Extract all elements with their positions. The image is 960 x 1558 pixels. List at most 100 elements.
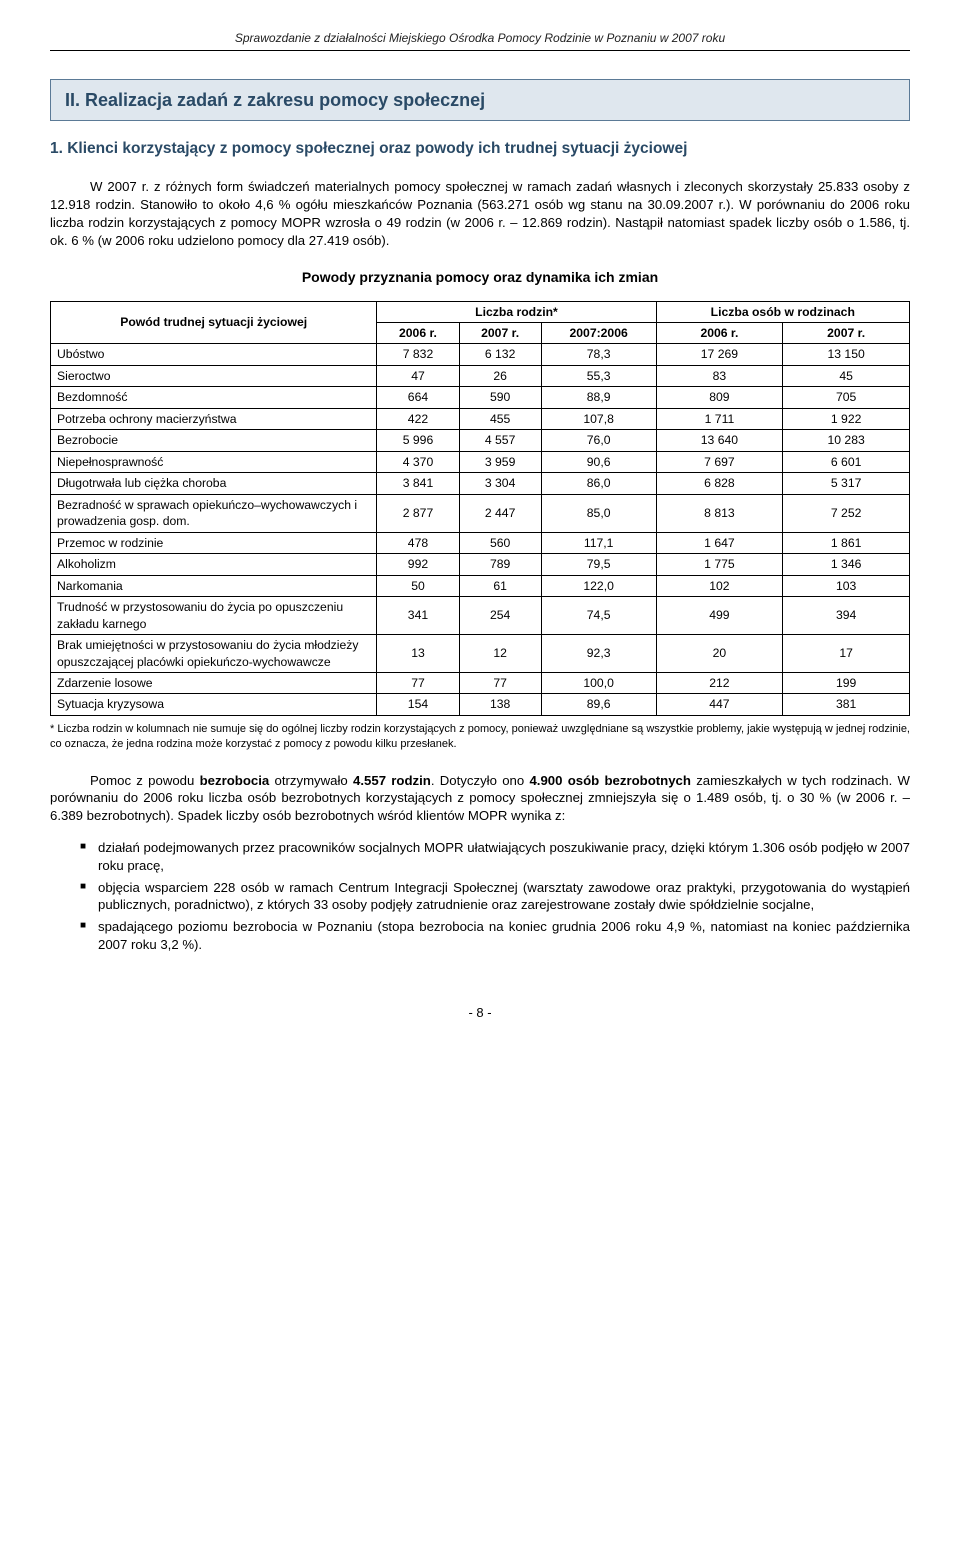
- reasons-table: Powód trudnej sytuacji życiowej Liczba r…: [50, 301, 910, 716]
- table-cell-value: 4 557: [459, 430, 541, 451]
- table-row: Niepełnosprawność4 3703 95990,67 6976 60…: [51, 451, 910, 472]
- page-container: Sprawozdanie z działalności Miejskiego O…: [0, 0, 960, 1061]
- th-sub-0: 2006 r.: [377, 323, 459, 344]
- th-families: Liczba rodzin*: [377, 301, 656, 322]
- section-title: II. Realizacja zadań z zakresu pomocy sp…: [65, 90, 485, 110]
- paragraph-2: Pomoc z powodu bezrobocia otrzymywało 4.…: [50, 772, 910, 825]
- table-cell-value: 10 283: [783, 430, 910, 451]
- table-cell-value: 103: [783, 575, 910, 596]
- table-cell-value: 560: [459, 532, 541, 553]
- table-cell-value: 381: [783, 694, 910, 715]
- table-cell-value: 478: [377, 532, 459, 553]
- table-cell-value: 13 640: [656, 430, 783, 451]
- table-row: Trudność w przystosowaniu do życia po op…: [51, 597, 910, 635]
- table-title: Powody przyznania pomocy oraz dynamika i…: [50, 268, 910, 287]
- table-cell-value: 88,9: [541, 387, 656, 408]
- table-cell-value: 1 346: [783, 554, 910, 575]
- table-row: Sytuacja kryzysowa15413889,6447381: [51, 694, 910, 715]
- table-cell-label: Zdarzenie losowe: [51, 672, 377, 693]
- table-cell-value: 422: [377, 408, 459, 429]
- table-cell-value: 1 775: [656, 554, 783, 575]
- table-cell-value: 78,3: [541, 344, 656, 365]
- table-cell-value: 1 922: [783, 408, 910, 429]
- table-cell-value: 77: [377, 672, 459, 693]
- table-cell-label: Sytuacja kryzysowa: [51, 694, 377, 715]
- table-cell-value: 92,3: [541, 635, 656, 673]
- table-cell-value: 117,1: [541, 532, 656, 553]
- table-cell-value: 17 269: [656, 344, 783, 365]
- table-cell-value: 77: [459, 672, 541, 693]
- table-cell-value: 254: [459, 597, 541, 635]
- table-cell-value: 6 601: [783, 451, 910, 472]
- bullet-item: objęcia wsparciem 228 osób w ramach Cent…: [80, 879, 910, 915]
- table-row: Bezrobocie5 9964 55776,013 64010 283: [51, 430, 910, 451]
- table-cell-value: 8 813: [656, 494, 783, 532]
- table-cell-label: Potrzeba ochrony macierzyństwa: [51, 408, 377, 429]
- table-cell-value: 6 828: [656, 473, 783, 494]
- table-row: Narkomania5061122,0102103: [51, 575, 910, 596]
- table-cell-value: 107,8: [541, 408, 656, 429]
- table-cell-label: Trudność w przystosowaniu do życia po op…: [51, 597, 377, 635]
- table-cell-value: 26: [459, 365, 541, 386]
- table-cell-value: 154: [377, 694, 459, 715]
- table-cell-value: 212: [656, 672, 783, 693]
- table-cell-label: Bezradność w sprawach opiekuńczo–wychowa…: [51, 494, 377, 532]
- table-cell-value: 5 317: [783, 473, 910, 494]
- table-row: Sieroctwo472655,38345: [51, 365, 910, 386]
- table-cell-value: 102: [656, 575, 783, 596]
- section-title-box: II. Realizacja zadań z zakresu pomocy sp…: [50, 79, 910, 121]
- table-cell-value: 13: [377, 635, 459, 673]
- table-cell-value: 199: [783, 672, 910, 693]
- table-row: Przemoc w rodzinie478560117,11 6471 861: [51, 532, 910, 553]
- table-row: Ubóstwo7 8326 13278,317 26913 150: [51, 344, 910, 365]
- table-cell-value: 90,6: [541, 451, 656, 472]
- table-cell-value: 705: [783, 387, 910, 408]
- table-cell-value: 4 370: [377, 451, 459, 472]
- table-cell-value: 74,5: [541, 597, 656, 635]
- table-cell-value: 3 304: [459, 473, 541, 494]
- table-row: Długotrwała lub ciężka choroba3 8413 304…: [51, 473, 910, 494]
- table-cell-value: 2 877: [377, 494, 459, 532]
- page-number: - 8 -: [50, 1004, 910, 1022]
- table-row: Potrzeba ochrony macierzyństwa422455107,…: [51, 408, 910, 429]
- table-cell-label: Ubóstwo: [51, 344, 377, 365]
- table-cell-value: 3 841: [377, 473, 459, 494]
- table-cell-value: 13 150: [783, 344, 910, 365]
- th-persons: Liczba osób w rodzinach: [656, 301, 909, 322]
- th-sub-1: 2007 r.: [459, 323, 541, 344]
- th-reason: Powód trudnej sytuacji życiowej: [51, 301, 377, 344]
- table-cell-value: 7 252: [783, 494, 910, 532]
- table-cell-value: 86,0: [541, 473, 656, 494]
- table-cell-label: Alkoholizm: [51, 554, 377, 575]
- table-cell-value: 55,3: [541, 365, 656, 386]
- table-cell-label: Bezrobocie: [51, 430, 377, 451]
- table-cell-value: 1 711: [656, 408, 783, 429]
- table-cell-label: Niepełnosprawność: [51, 451, 377, 472]
- table-cell-value: 2 447: [459, 494, 541, 532]
- table-cell-value: 7 697: [656, 451, 783, 472]
- th-sub-4: 2007 r.: [783, 323, 910, 344]
- bullet-list: działań podejmowanych przez pracowników …: [50, 839, 910, 954]
- table-cell-label: Przemoc w rodzinie: [51, 532, 377, 553]
- table-head: Powód trudnej sytuacji życiowej Liczba r…: [51, 301, 910, 344]
- table-cell-value: 394: [783, 597, 910, 635]
- table-row: Bezdomność66459088,9809705: [51, 387, 910, 408]
- table-row: Zdarzenie losowe7777100,0212199: [51, 672, 910, 693]
- table-cell-value: 89,6: [541, 694, 656, 715]
- table-cell-value: 79,5: [541, 554, 656, 575]
- table-cell-value: 499: [656, 597, 783, 635]
- table-cell-value: 50: [377, 575, 459, 596]
- th-sub-3: 2006 r.: [656, 323, 783, 344]
- table-cell-value: 5 996: [377, 430, 459, 451]
- table-cell-label: Narkomania: [51, 575, 377, 596]
- bullet-item: spadającego poziomu bezrobocia w Poznani…: [80, 918, 910, 954]
- sub-heading: 1. Klienci korzystający z pomocy społecz…: [50, 139, 910, 160]
- table-cell-value: 83: [656, 365, 783, 386]
- running-header: Sprawozdanie z działalności Miejskiego O…: [50, 30, 910, 51]
- table-cell-value: 47: [377, 365, 459, 386]
- table-cell-value: 61: [459, 575, 541, 596]
- table-cell-value: 455: [459, 408, 541, 429]
- table-cell-label: Bezdomność: [51, 387, 377, 408]
- table-cell-value: 992: [377, 554, 459, 575]
- table-row: Brak umiejętności w przystosowaniu do ży…: [51, 635, 910, 673]
